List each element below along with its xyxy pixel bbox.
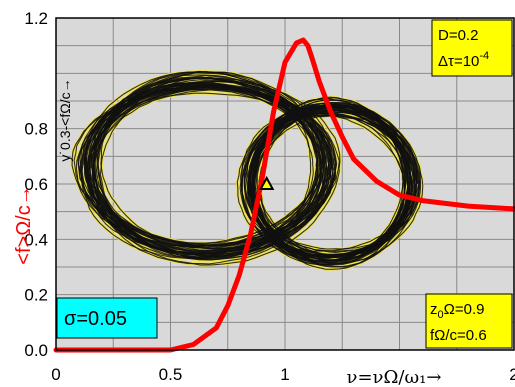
z0-box: z0Ω=0.9 fΩ/c=0.6 [425, 293, 513, 349]
orbits [70, 69, 425, 271]
sigma-text: σ=0.05 [64, 308, 127, 330]
y-tick-label: 1.2 [24, 9, 48, 28]
sigma-box-bg [56, 297, 158, 339]
orbit-trace [90, 75, 318, 260]
orbit-trace [243, 105, 418, 264]
z0-box-bg [425, 293, 513, 349]
x-axis-label: ν=νΩ/ω₁→ [347, 367, 442, 387]
x-tick-label: 0 [51, 365, 60, 384]
y-tick-label: 0.6 [24, 175, 48, 194]
tick-labels: 0 0.5 1 2 0.0 0.2 0.4 0.6 0.8 1.2 [24, 9, 515, 384]
plot-frame [55, 17, 515, 351]
param-box-bg [431, 19, 513, 77]
orbit-trace-group [71, 70, 424, 270]
sigma-box: σ=0.05 [56, 297, 158, 339]
z0-rest: Ω=0.9 [444, 301, 485, 318]
y-axis-label-black: y˙0.3-<fΩ/c→ [57, 78, 73, 161]
x-tick-label: 2 [509, 365, 515, 384]
param-box: D=0.2 Δτ=10-4 [431, 19, 513, 77]
param-d: D=0.2 [438, 27, 478, 44]
param-dt: Δτ=10-4 [438, 50, 489, 70]
z0-z: z [430, 301, 438, 318]
fomega-text: fΩ/c=0.6 [430, 327, 487, 344]
x-tick-label: 0.5 [159, 365, 183, 384]
y-axis-label-red: <f>Ω/c→ [13, 185, 35, 264]
series-curve [53, 37, 515, 353]
param-dt-exp: -4 [479, 50, 489, 62]
param-dt-base: Δτ=10 [438, 53, 479, 70]
orbit-trace [249, 104, 407, 262]
orbit-trace [253, 114, 411, 266]
x-tick-label: 1 [280, 365, 289, 384]
fixed-point-marker [258, 175, 275, 190]
y-tick-label: 0.8 [24, 120, 48, 139]
y-tick-label: 0.0 [24, 341, 48, 360]
orbit-trace [236, 102, 416, 258]
y-tick-label: 0.4 [24, 230, 48, 249]
z0-text: z0Ω=0.9 [430, 301, 484, 321]
orbit-trace [251, 104, 417, 252]
y-tick-label: 0.2 [24, 286, 48, 305]
z0-sub: 0 [438, 309, 444, 321]
